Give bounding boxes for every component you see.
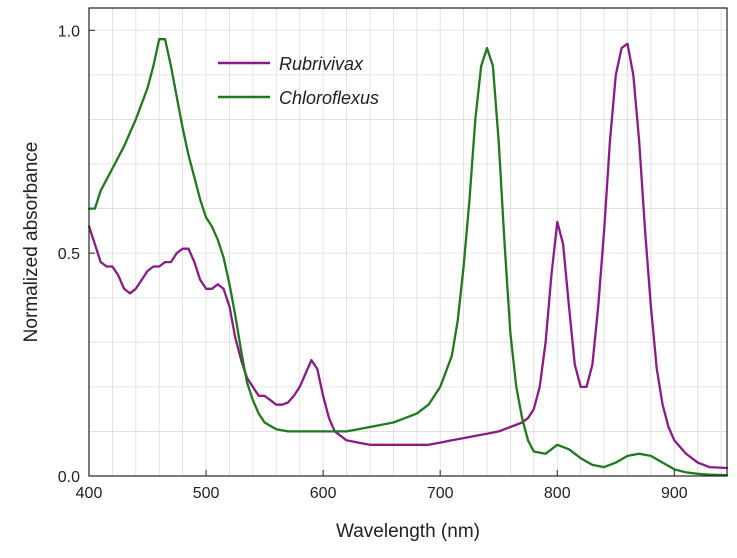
series-line-rubrivivax xyxy=(87,42,729,470)
x-tick-label: 600 xyxy=(310,485,337,502)
x-axis-title: Wavelength (nm) xyxy=(336,521,480,542)
plot-frame xyxy=(88,7,728,477)
y-tick-label: 0.0 xyxy=(58,469,80,486)
y-axis-title: Normalized absorbance xyxy=(21,142,42,343)
grid xyxy=(89,8,727,476)
x-tick-label: 500 xyxy=(193,485,220,502)
legend-label-rubrivivax: Rubrivivax xyxy=(279,54,364,74)
series-line-chloroflexus xyxy=(87,38,729,477)
series-lines xyxy=(87,38,729,477)
legend-label-chloroflexus: Chloroflexus xyxy=(279,88,379,108)
legend: Rubrivivax Chloroflexus xyxy=(218,54,379,108)
y-tick-label: 1.0 xyxy=(58,23,80,40)
y-tick-label: 0.5 xyxy=(58,246,80,263)
axis-ticks: 400 500 600 700 800 900 0.0 0.5 1.0 xyxy=(58,23,688,502)
x-tick-label: 700 xyxy=(427,485,454,502)
x-tick-label: 400 xyxy=(76,485,103,502)
x-tick-label: 900 xyxy=(661,485,688,502)
x-tick-label: 800 xyxy=(544,485,571,502)
